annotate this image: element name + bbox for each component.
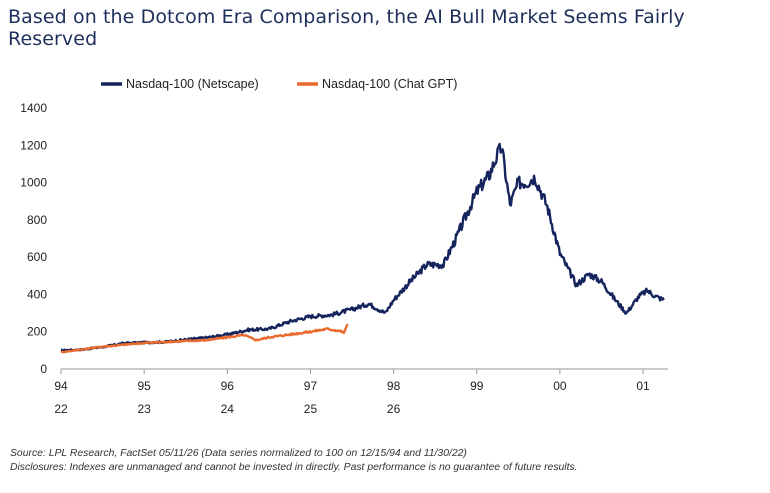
y-tick-label: 1000 [20, 176, 47, 190]
x-tick-label: 97 [304, 379, 318, 393]
x-tick-label-secondary: 22 [54, 402, 68, 416]
x-tick-label-secondary: 25 [304, 402, 318, 416]
x-tick-label: 00 [553, 379, 567, 393]
series-line-netscape [60, 142, 665, 353]
x-tick-label-secondary: 26 [387, 402, 401, 416]
x-tick-label-secondary: 24 [221, 402, 235, 416]
y-tick-label: 0 [40, 362, 47, 376]
x-tick-label: 94 [54, 379, 68, 393]
y-tick-label: 200 [27, 325, 47, 339]
x-tick-label-secondary: 23 [137, 402, 151, 416]
legend: Nasdaq-100 (Netscape) Nasdaq-100 (Chat G… [101, 77, 457, 91]
axes: 0 200 400 600 800 1000 1200 1400 94 22 95 23 96 24 97 2… [20, 101, 668, 416]
x-tick-label: 95 [137, 379, 151, 393]
series-layer [60, 142, 665, 354]
disclosure-note: Disclosures: Indexes are unmanaged and c… [10, 462, 578, 473]
x-tick-label: 99 [470, 379, 484, 393]
x-tick-label: 96 [221, 379, 235, 393]
legend-label-chatgpt: Nasdaq-100 (Chat GPT) [322, 77, 457, 91]
y-tick-label: 400 [27, 287, 47, 301]
series-line-chatgpt [60, 323, 349, 354]
source-note: Source: LPL Research, FactSet 05/11/26 (… [10, 448, 467, 459]
legend-label-netscape: Nasdaq-100 (Netscape) [126, 77, 259, 91]
y-tick-label: 800 [27, 213, 47, 227]
y-tick-label: 1200 [20, 138, 47, 152]
footer: Source: LPL Research, FactSet 05/11/26 (… [10, 447, 578, 475]
x-tick-label: 01 [636, 379, 650, 393]
y-tick-label: 1400 [20, 101, 47, 115]
chart-title: Based on the Dotcom Era Comparison, the … [8, 6, 685, 50]
x-tick-label: 98 [387, 379, 401, 393]
y-tick-label: 600 [27, 250, 47, 264]
